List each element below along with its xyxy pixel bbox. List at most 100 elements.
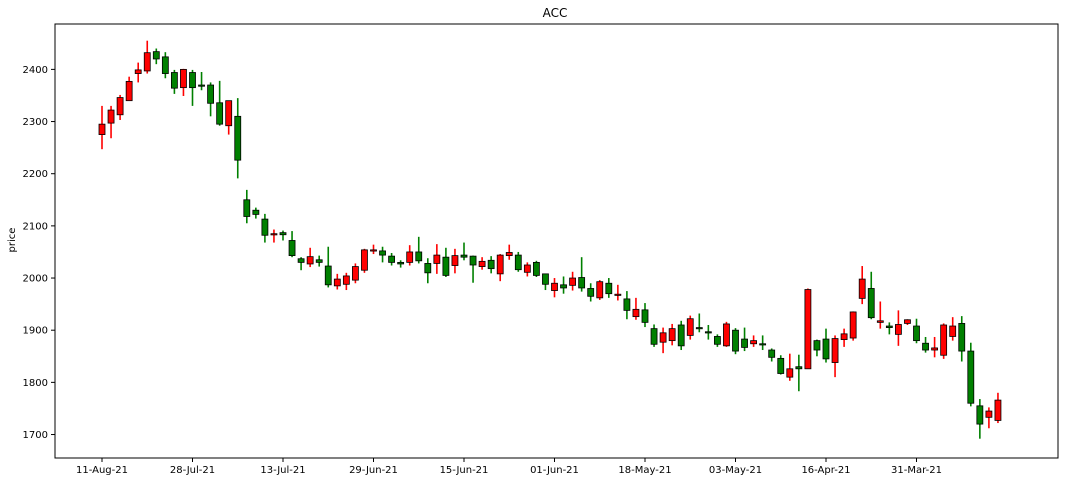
candle-body	[714, 336, 721, 345]
y-tick-label: 1900	[23, 326, 48, 337]
candle-body	[143, 52, 151, 72]
candle-body	[922, 342, 929, 351]
y-tick-label: 2300	[23, 117, 48, 128]
candle-body	[786, 368, 794, 378]
candle-body	[469, 255, 477, 266]
candle-body	[533, 261, 540, 276]
candle-body	[822, 338, 830, 360]
candle-body	[723, 323, 730, 347]
plot-frame	[54, 23, 1059, 459]
candle-body	[406, 251, 414, 263]
candle-body	[306, 256, 314, 265]
candle-body	[216, 102, 224, 125]
x-tick-label: 29-Jun-21	[349, 465, 398, 476]
candle-body	[116, 97, 124, 116]
candle-body	[849, 311, 857, 339]
y-tick-label: 2400	[23, 65, 48, 76]
candle-body	[750, 340, 757, 345]
candle-body	[514, 254, 522, 271]
candle-body	[505, 252, 513, 257]
candle-body	[288, 240, 296, 257]
y-tick-label: 2000	[23, 274, 48, 285]
candle-body	[623, 298, 631, 311]
candle-body	[940, 324, 948, 356]
candle-body	[695, 327, 703, 330]
candle-body	[351, 266, 359, 281]
candle-body	[858, 278, 866, 299]
x-tick-label: 31-Mar-21	[891, 465, 942, 476]
y-tick-label: 2200	[23, 169, 48, 180]
candle-body	[279, 232, 287, 236]
x-tick-label: 11-Aug-21	[76, 465, 128, 476]
x-tick-label: 15-Jun-21	[440, 465, 489, 476]
candle-body	[840, 333, 848, 340]
x-tick-label: 28-Jul-21	[170, 465, 215, 476]
candle-body	[804, 289, 812, 370]
candle-body	[904, 319, 911, 324]
candle-body	[560, 284, 567, 289]
candle-body	[487, 259, 495, 270]
candle-body	[433, 254, 441, 264]
candle-body	[985, 410, 993, 418]
candle-body	[994, 399, 1002, 421]
candle-body	[107, 109, 115, 124]
candle-body	[125, 80, 133, 102]
candle-body	[180, 68, 187, 89]
y-tick-label: 1800	[23, 378, 48, 389]
candle-body	[686, 318, 694, 336]
candle-body	[207, 84, 215, 104]
candle-body	[152, 51, 160, 60]
x-tick-label: 18-May-21	[618, 465, 671, 476]
candle-body	[913, 325, 920, 342]
candle-body	[958, 323, 966, 352]
candle-body	[478, 260, 486, 267]
candle-body	[967, 350, 975, 404]
y-axis-label: price	[7, 228, 18, 253]
candle-body	[361, 249, 368, 271]
candle-body	[677, 324, 685, 347]
candle-body	[768, 349, 776, 358]
candle-body	[732, 329, 739, 352]
candle-body	[388, 255, 396, 263]
candle-body	[632, 308, 640, 318]
candle-body	[297, 258, 305, 263]
y-tick-label: 2100	[23, 221, 48, 232]
candle-body	[641, 309, 649, 323]
candle-body	[424, 263, 432, 274]
candle-body	[496, 254, 504, 275]
candle-body	[587, 288, 595, 297]
candle-body	[741, 338, 748, 348]
candle-body	[578, 277, 586, 289]
plot-area: 1700 1800 1900 2000 2100 2200 2300 2400 11-Aug-2…	[23, 23, 1059, 476]
candle-body	[795, 366, 803, 370]
candle-body	[876, 320, 884, 323]
candle-body	[777, 357, 785, 374]
candle-body	[261, 218, 269, 236]
candle-body	[650, 328, 658, 345]
candle-body	[225, 100, 233, 127]
candle-body	[315, 259, 323, 263]
candle-body	[976, 405, 984, 425]
candle-body	[605, 282, 613, 295]
candle-body	[379, 250, 386, 256]
candle-body	[370, 249, 377, 252]
candle-body	[523, 264, 531, 273]
candle-body	[198, 84, 205, 87]
x-tick-label: 16-Apr-21	[801, 465, 850, 476]
candle-body	[614, 293, 622, 296]
candle-body	[161, 56, 169, 74]
candle-body	[415, 251, 423, 262]
candle-body	[324, 265, 332, 286]
y-tick-label: 1700	[23, 430, 48, 441]
candle-body	[270, 233, 278, 236]
candle-body	[542, 273, 549, 285]
candle-body	[569, 277, 576, 286]
candle-body	[931, 347, 938, 351]
candle-body	[813, 340, 821, 351]
candle-body	[949, 325, 957, 337]
candle-body	[243, 199, 251, 217]
candle-body	[333, 278, 341, 287]
candle-body	[252, 209, 260, 215]
